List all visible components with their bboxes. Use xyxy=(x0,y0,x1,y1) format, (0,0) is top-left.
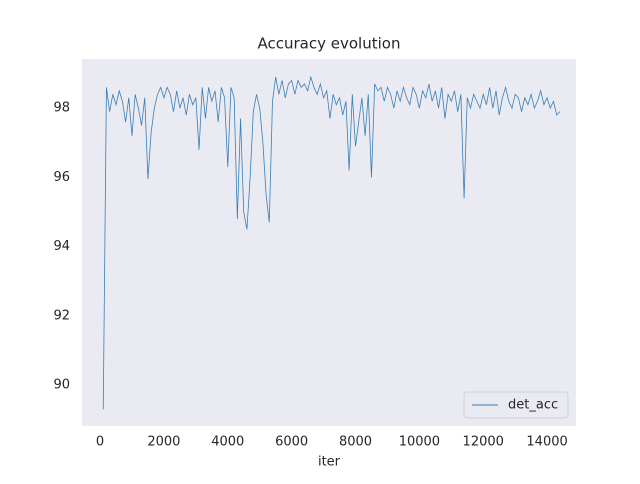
x-tick-label: 10000 xyxy=(399,435,440,450)
x-tick-label: 6000 xyxy=(275,435,308,450)
y-tick-label: 98 xyxy=(53,101,70,116)
x-axis-label: iter xyxy=(318,455,341,470)
x-tick-label: 4000 xyxy=(211,435,244,450)
chart-title: Accuracy evolution xyxy=(258,35,401,53)
legend-label: det_acc xyxy=(508,398,558,413)
legend-box xyxy=(463,391,569,419)
y-tick-label: 90 xyxy=(53,378,70,393)
x-tick-label: 8000 xyxy=(339,435,372,450)
x-tick-label: 14000 xyxy=(526,435,567,450)
x-tick-label: 12000 xyxy=(463,435,504,450)
y-tick-label: 92 xyxy=(53,308,70,323)
plot-area xyxy=(82,59,576,426)
x-tick-label: 0 xyxy=(96,435,104,450)
y-tick-label: 94 xyxy=(53,239,70,254)
data-line xyxy=(102,75,561,410)
x-tick-label: 2000 xyxy=(147,435,180,450)
y-tick-label: 96 xyxy=(53,170,70,185)
